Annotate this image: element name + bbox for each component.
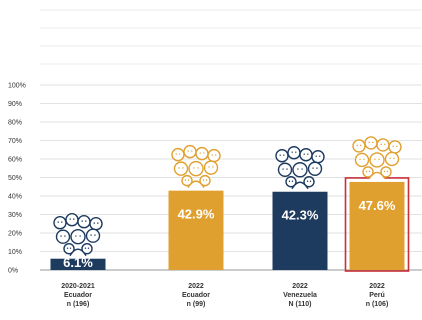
y-tick-label: 50%	[8, 175, 22, 182]
x-category-label: n (106)	[366, 301, 389, 308]
x-category-label: Perú	[369, 292, 385, 299]
y-tick-label: 100%	[8, 83, 26, 90]
y-tick-label: 90%	[8, 101, 22, 108]
x-category-label: 2020-2021	[61, 283, 95, 290]
y-tick-label: 70%	[8, 138, 22, 145]
people-icon-cluster	[352, 136, 402, 180]
value-label: 6.1%	[63, 255, 93, 270]
x-category-label: n (196)	[67, 301, 90, 308]
x-category-label: n (99)	[187, 301, 206, 308]
x-category-label: N (110)	[289, 301, 312, 308]
x-category-label: 2022	[292, 283, 308, 290]
x-category-label: Venezuela	[283, 292, 317, 299]
people-icon-cluster	[275, 146, 325, 190]
x-category-label: 2022	[369, 283, 385, 290]
value-label: 42.9%	[178, 207, 215, 222]
grid-lines	[40, 9, 422, 271]
value-label: 47.6%	[359, 198, 396, 213]
y-tick-label: 10%	[8, 249, 22, 256]
bar	[349, 181, 405, 270]
people-icon-cluster	[171, 144, 221, 189]
bars: 6.1% 42.9% 42.3% 47.6%	[50, 136, 410, 272]
y-tick-label: 40%	[8, 194, 22, 201]
y-tick-label: 80%	[8, 120, 22, 127]
y-tick-label: 0%	[8, 268, 18, 275]
people-icon-cluster	[53, 213, 103, 257]
value-label: 42.3%	[282, 208, 319, 223]
y-tick-label: 30%	[8, 212, 22, 219]
bar	[50, 258, 106, 270]
x-axis-categories: 2020-2021 Ecuador n (196) 2022 Ecuador n (99)…	[61, 283, 388, 308]
x-category-label: 2022	[188, 283, 204, 290]
y-axis-ticks: 0% 10% 20% 30% 40% 50% 60% 70% 80% 90% 100%	[8, 83, 26, 275]
x-category-label: Ecuador	[64, 292, 92, 299]
bar	[272, 191, 328, 270]
bar	[168, 190, 224, 270]
y-tick-label: 60%	[8, 157, 22, 164]
x-category-label: Ecuador	[182, 292, 210, 299]
y-tick-label: 20%	[8, 231, 22, 238]
